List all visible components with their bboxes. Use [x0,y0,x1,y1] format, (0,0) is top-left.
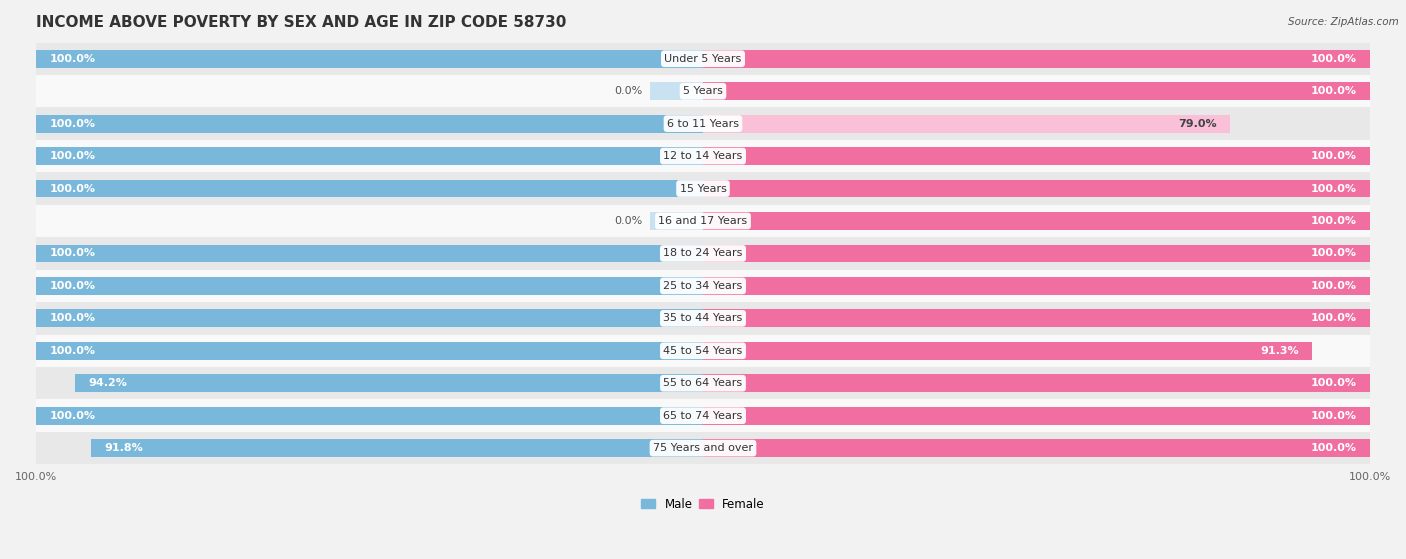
Bar [37,244,703,262]
Text: 100.0%: 100.0% [49,151,96,161]
Bar [3,269,1403,302]
Text: 100.0%: 100.0% [1310,314,1357,323]
Text: Source: ZipAtlas.com: Source: ZipAtlas.com [1288,17,1399,27]
Text: 55 to 64 Years: 55 to 64 Years [664,378,742,389]
Text: 100.0%: 100.0% [49,411,96,421]
Bar [3,302,1403,335]
Bar [3,400,1403,432]
Text: 100.0%: 100.0% [1310,378,1357,389]
Bar [703,375,1369,392]
Bar [703,212,1369,230]
Text: 94.2%: 94.2% [89,378,127,389]
Text: 6 to 11 Years: 6 to 11 Years [666,119,740,129]
Text: 100.0%: 100.0% [49,183,96,193]
Bar [703,147,1369,165]
Text: 100.0%: 100.0% [1310,443,1357,453]
Bar [91,439,703,457]
Text: 15 Years: 15 Years [679,183,727,193]
Text: 91.8%: 91.8% [104,443,143,453]
Text: 100.0%: 100.0% [1310,216,1357,226]
Text: 100.0%: 100.0% [1310,411,1357,421]
Text: 100.0%: 100.0% [1310,54,1357,64]
Text: 91.3%: 91.3% [1260,346,1299,356]
Bar [703,50,1369,68]
Text: 100.0%: 100.0% [49,314,96,323]
Bar [703,179,1369,197]
Bar [3,172,1403,205]
Bar [37,277,703,295]
Bar [3,107,1403,140]
Text: 100.0%: 100.0% [49,281,96,291]
Bar [703,277,1369,295]
Bar [703,407,1369,425]
Bar [703,115,1230,132]
Bar [37,407,703,425]
Text: 100.0%: 100.0% [49,119,96,129]
Text: 75 Years and over: 75 Years and over [652,443,754,453]
Text: 45 to 54 Years: 45 to 54 Years [664,346,742,356]
Text: 16 and 17 Years: 16 and 17 Years [658,216,748,226]
Bar [3,432,1403,465]
Text: 5 Years: 5 Years [683,86,723,96]
Bar [37,179,703,197]
Text: 100.0%: 100.0% [1310,248,1357,258]
Bar [3,367,1403,400]
Text: 79.0%: 79.0% [1178,119,1216,129]
Text: 35 to 44 Years: 35 to 44 Years [664,314,742,323]
Text: 65 to 74 Years: 65 to 74 Years [664,411,742,421]
Bar [75,375,703,392]
Text: 18 to 24 Years: 18 to 24 Years [664,248,742,258]
Bar [37,115,703,132]
Bar [703,310,1369,327]
Text: 25 to 34 Years: 25 to 34 Years [664,281,742,291]
Bar [3,42,1403,75]
Text: 0.0%: 0.0% [614,216,643,226]
Bar [703,82,1369,100]
Text: 100.0%: 100.0% [1310,281,1357,291]
Bar [3,237,1403,269]
Bar [37,50,703,68]
Text: 100.0%: 100.0% [49,346,96,356]
Bar [650,212,703,230]
Bar [37,342,703,360]
Text: INCOME ABOVE POVERTY BY SEX AND AGE IN ZIP CODE 58730: INCOME ABOVE POVERTY BY SEX AND AGE IN Z… [37,15,567,30]
Bar [3,75,1403,107]
Text: 0.0%: 0.0% [614,86,643,96]
Text: 100.0%: 100.0% [49,248,96,258]
Bar [3,335,1403,367]
Bar [3,205,1403,237]
Text: 100.0%: 100.0% [1310,151,1357,161]
Bar [37,310,703,327]
Bar [703,244,1369,262]
Text: 100.0%: 100.0% [49,54,96,64]
Bar [37,147,703,165]
Text: Under 5 Years: Under 5 Years [665,54,741,64]
Text: 100.0%: 100.0% [1310,183,1357,193]
Bar [3,140,1403,172]
Text: 12 to 14 Years: 12 to 14 Years [664,151,742,161]
Bar [703,342,1312,360]
Legend: Male, Female: Male, Female [637,493,769,515]
Bar [650,82,703,100]
Text: 100.0%: 100.0% [1310,86,1357,96]
Bar [703,439,1369,457]
